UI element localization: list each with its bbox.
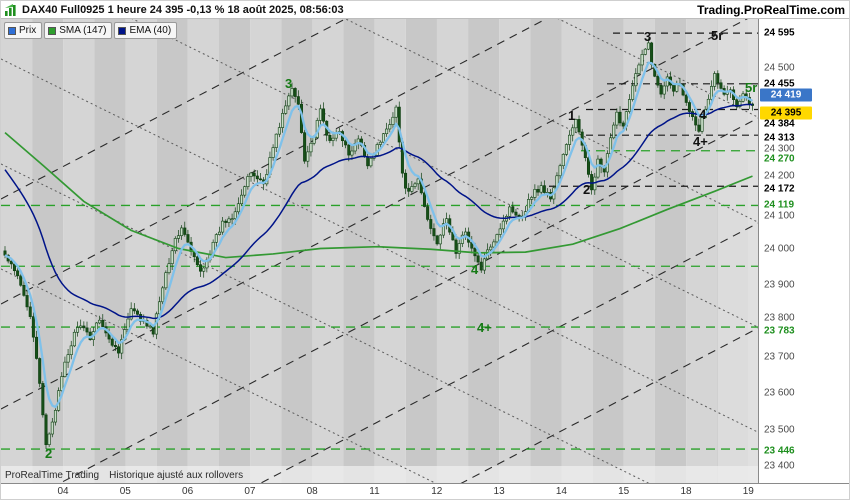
wave-count-label-green-4[interactable]: 4 xyxy=(471,262,479,277)
legend-label: SMA (147) xyxy=(59,25,107,36)
time-axis-label: 12 xyxy=(431,486,443,497)
watermark-left: ProRealTime Trading xyxy=(5,470,100,481)
price-axis-label: 24 595 xyxy=(764,27,795,39)
price-axis-label: 24 313 xyxy=(764,132,795,144)
time-axis-label: 15 xyxy=(618,486,630,497)
price-axis-label: 24 384 xyxy=(764,118,795,129)
ema40-price-badge: 24 419 xyxy=(760,88,812,102)
last-price-badge: 24 395 xyxy=(760,106,812,120)
platform-brand: Trading.ProRealTime.com xyxy=(697,2,845,17)
price-axis-label: 23 800 xyxy=(764,312,795,324)
time-axis-label: 05 xyxy=(119,486,131,497)
indicator-legend: Prix SMA (147) EMA (40) xyxy=(4,22,178,39)
time-axis-label: 18 xyxy=(680,486,692,497)
wave-count-label-black-1[interactable]: 1 xyxy=(568,108,576,123)
legend-chip-ema-40-[interactable]: EMA (40) xyxy=(114,22,178,39)
price-axis-label: 24 119 xyxy=(764,199,795,211)
instrument-icon xyxy=(5,3,16,16)
price-axis-label: 23 783 xyxy=(764,325,795,337)
wave-count-label-black-3[interactable]: 3 xyxy=(644,29,652,44)
price-axis-label: 24 200 xyxy=(764,170,795,182)
time-axis-label: 11 xyxy=(369,486,380,497)
time-axis[interactable]: 04 05 06 07 08 11 12 13 14 15 18 19 xyxy=(1,483,849,499)
wave-count-label-green-3[interactable]: 3 xyxy=(285,76,293,91)
wave-count-label-black-2[interactable]: 2 xyxy=(583,182,591,197)
legend-label: Prix xyxy=(19,25,37,36)
price-chart-canvas[interactable] xyxy=(1,19,758,483)
legend-color-swatch xyxy=(48,26,57,35)
platform-watermark: ProRealTime Trading Historique ajusté aux… xyxy=(5,470,253,481)
legend-chip-sma-147-[interactable]: SMA (147) xyxy=(44,22,113,39)
price-axis-label: 24 100 xyxy=(764,210,795,222)
price-axis-label: 24 270 xyxy=(764,153,795,165)
price-axis[interactable]: 24 595 24 500 24 455 24 419 24 395 24 384 24 3… xyxy=(758,19,849,483)
price-axis-label: 23 600 xyxy=(764,387,795,399)
price-axis-label: 23 446 xyxy=(764,445,795,457)
time-axis-label: 14 xyxy=(555,486,567,497)
price-axis-label: 23 500 xyxy=(764,424,795,435)
chart-title: DAX40 Full0925 1 heure 24 395 -0,13 % 18… xyxy=(22,3,344,16)
legend-color-swatch xyxy=(8,26,16,35)
wave-count-label-black-5r[interactable]: 5r xyxy=(711,28,724,43)
wave-count-label-green-4plus[interactable]: 4+ xyxy=(477,320,492,335)
wave-count-label-green-2[interactable]: 2 xyxy=(45,446,53,461)
time-axis-label: 07 xyxy=(244,486,256,497)
time-axis-label: 13 xyxy=(493,486,505,497)
price-axis-label: 24 000 xyxy=(764,243,795,254)
time-axis-label: 04 xyxy=(57,486,69,497)
legend-chip-prix[interactable]: Prix xyxy=(4,22,43,39)
chart-area[interactable]: Prix SMA (147) EMA (40) 2 3 4 4+ 5r 1 2 3 5r 4 4+ Pr… xyxy=(1,19,758,483)
time-axis-label: 06 xyxy=(182,486,194,497)
legend-label: EMA (40) xyxy=(129,25,172,36)
time-axis-label: 19 xyxy=(742,486,754,497)
price-axis-label: 24 172 xyxy=(764,183,795,195)
price-axis-label: 24 500 xyxy=(764,62,795,73)
wave-count-label-black-4plus[interactable]: 4+ xyxy=(693,134,708,149)
wave-count-label-green-5r[interactable]: 5r xyxy=(745,80,758,95)
wave-count-label-black-4[interactable]: 4 xyxy=(699,107,707,122)
watermark-right: Historique ajusté aux rollovers xyxy=(109,470,244,481)
time-axis-label: 08 xyxy=(306,486,318,497)
price-axis-label: 24 300 xyxy=(764,143,795,155)
price-axis-label: 23 400 xyxy=(764,460,795,472)
legend-color-swatch xyxy=(118,26,127,35)
price-axis-label: 24 455 xyxy=(764,78,795,90)
price-axis-label: 23 900 xyxy=(764,279,795,291)
chart-header: DAX40 Full0925 1 heure 24 395 -0,13 % 18… xyxy=(1,1,849,19)
price-axis-label: 23 700 xyxy=(764,351,795,363)
